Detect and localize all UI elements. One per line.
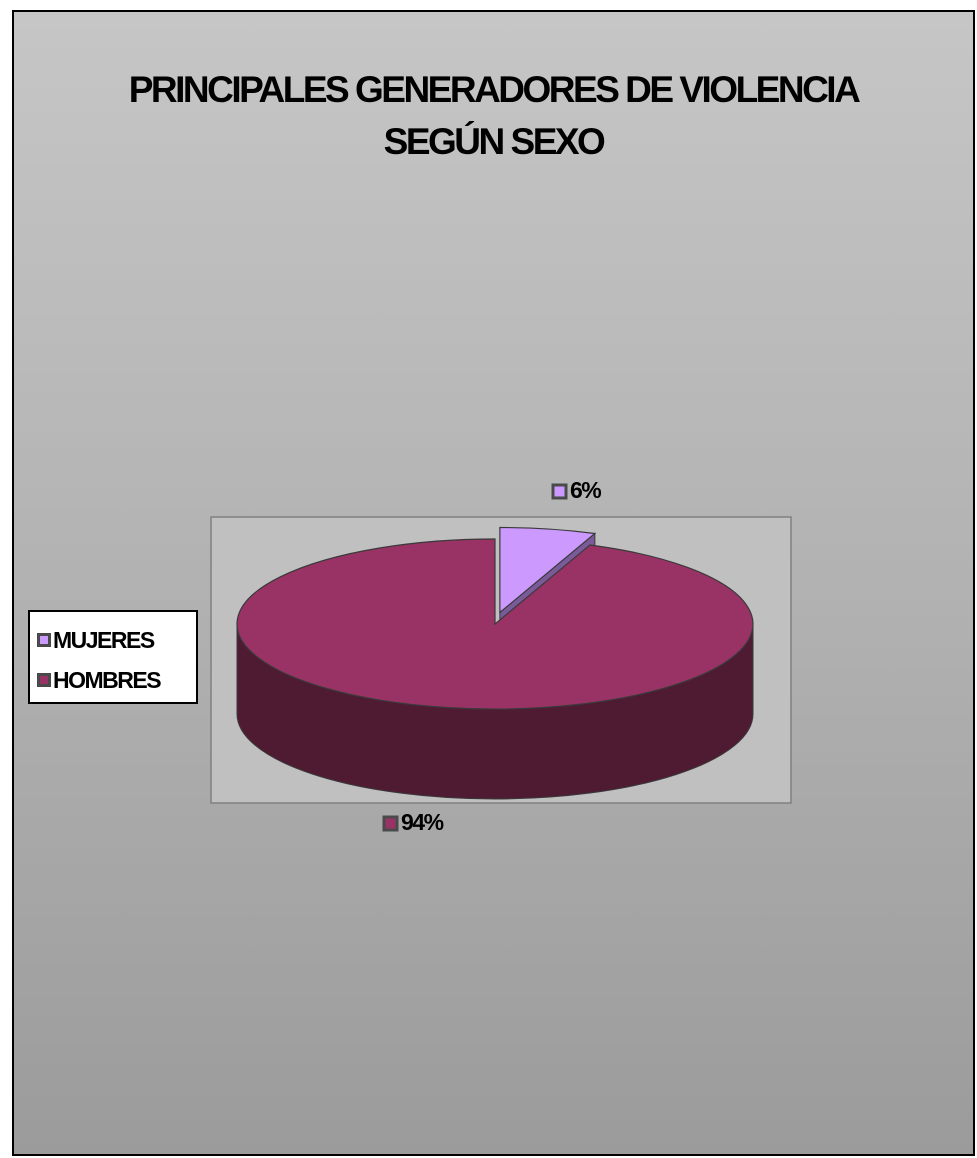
chart-frame: PRINCIPALES GENERADORES DE VIOLENCIA SEG… <box>12 10 975 1156</box>
chart-title-line-1: PRINCIPALES GENERADORES DE VIOLENCIA <box>128 69 861 110</box>
chart-title: PRINCIPALES GENERADORES DE VIOLENCIA SEG… <box>14 64 973 168</box>
legend-label-mujeres: MUJERES <box>53 626 155 653</box>
data-label-hombres: 94% <box>401 809 444 835</box>
legend-label-hombres: HOMBRES <box>53 666 162 693</box>
pie-layer <box>236 526 754 800</box>
pie-slice-mujeres <box>499 526 597 614</box>
data-label-marker-mujeres <box>551 483 568 500</box>
legend-swatch-hombres <box>37 673 51 687</box>
data-label-mujeres: 6% <box>570 477 601 503</box>
chart-title-line-2: SEGÚN SEXO <box>383 121 606 162</box>
data-label-marker-hombres <box>382 815 399 832</box>
pie-slice-hombres <box>236 538 754 710</box>
legend: MUJERES HOMBRES <box>28 610 198 704</box>
legend-item-mujeres: MUJERES <box>37 625 155 655</box>
legend-item-hombres: HOMBRES <box>37 665 162 695</box>
legend-swatch-mujeres <box>37 633 51 647</box>
pie-chart: 6% 94% <box>210 477 792 835</box>
data-labels: 6% 94% <box>382 477 603 835</box>
